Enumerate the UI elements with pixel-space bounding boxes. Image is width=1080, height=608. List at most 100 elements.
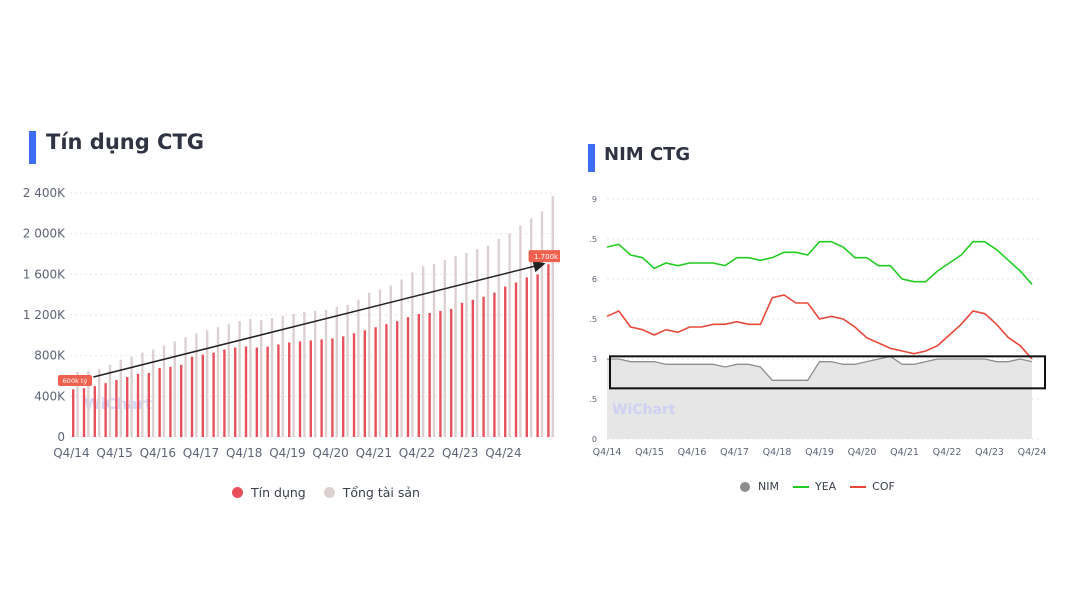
credit-bar	[104, 383, 107, 437]
total-assets-bar	[378, 289, 382, 437]
total-assets-bar	[357, 299, 360, 437]
left-watermark: WiChart	[84, 395, 152, 413]
credit-bar	[82, 388, 86, 437]
total-assets-bar	[281, 316, 284, 437]
total-assets-bar	[389, 285, 392, 437]
credit-bar	[417, 313, 420, 437]
credit-bar	[439, 310, 442, 437]
right-x-tick-label: Q4/22	[933, 447, 962, 458]
total-assets-bar	[130, 356, 133, 437]
annotation-end-label: 1.700k tỷ	[534, 252, 560, 261]
total-assets-bar	[497, 238, 500, 437]
total-assets-bar	[400, 279, 403, 437]
credit-bar	[136, 373, 140, 437]
total-assets-bar	[249, 319, 252, 437]
credit-bar	[493, 292, 496, 437]
total-assets-bar	[443, 260, 446, 437]
left-chart-title: Tín dụng CTG	[46, 130, 205, 154]
right-title-accent	[588, 144, 595, 172]
credit-bar	[514, 282, 518, 437]
credit-bar	[190, 356, 194, 437]
right-chart-title: NIM CTG	[604, 144, 691, 165]
legend-dot-tin-dung	[232, 487, 243, 498]
credit-bar	[482, 296, 485, 437]
right-x-tick-label: Q4/24	[1018, 447, 1047, 458]
total-assets-bar	[292, 313, 295, 437]
credit-bar	[93, 386, 96, 437]
total-assets-bar	[270, 318, 274, 437]
left-x-tick-label: Q4/18	[226, 446, 262, 460]
credit-bar	[525, 277, 528, 437]
cof-line	[606, 294, 1033, 360]
total-assets-bar	[108, 364, 112, 437]
total-assets-bar	[508, 233, 511, 437]
credit-bar	[342, 336, 345, 437]
legend-label-nim: NIM	[758, 480, 779, 493]
legend-swatch-cof	[850, 485, 867, 488]
credit-bar	[460, 302, 464, 437]
credit-bar	[374, 327, 377, 437]
total-assets-bar	[216, 327, 220, 437]
credit-bar	[396, 321, 399, 437]
legend-label-cof: COF	[872, 480, 895, 493]
credit-bar	[428, 312, 431, 437]
credit-bar-chart: 0 400K 800K 1 200K 1 600K 2 000K 2 400K WiChart…	[23, 186, 560, 460]
total-assets-bar	[87, 370, 90, 437]
credit-bar	[244, 346, 248, 437]
total-assets-bar	[432, 264, 436, 437]
annotation-start-badge	[58, 375, 92, 387]
total-assets-bar	[184, 337, 187, 437]
total-assets-bar	[76, 371, 79, 437]
credit-bar	[115, 380, 118, 437]
total-assets-bar	[119, 359, 122, 437]
left-x-tick-label: Q4/16	[140, 446, 176, 460]
credit-bar	[450, 308, 453, 437]
right-x-tick-label: Q4/15	[635, 447, 664, 458]
credit-bar	[309, 340, 312, 437]
total-assets-bar	[227, 324, 230, 437]
right-y-tick-label: 3	[592, 355, 597, 364]
credit-bar	[385, 324, 388, 437]
total-assets-bar	[260, 320, 263, 437]
credit-bar	[255, 347, 258, 437]
legend-dot-tong-tai-san	[323, 487, 335, 498]
total-assets-bar	[162, 345, 166, 437]
total-assets-bar	[238, 321, 241, 437]
right-legend: NIM YEA COF	[740, 480, 913, 493]
credit-bar	[277, 344, 280, 437]
legend-item-tin-dung[interactable]: Tín dụng	[232, 485, 306, 500]
right-x-tick-label: Q4/21	[890, 447, 919, 458]
total-assets-bar	[465, 252, 468, 437]
right-watermark: WiChart	[612, 402, 676, 418]
right-y-tick-label: 0	[592, 435, 597, 444]
legend-swatch-yea	[792, 485, 809, 488]
legend-item-nim[interactable]: NIM	[740, 480, 779, 493]
credit-bar	[331, 338, 334, 437]
total-assets-bar	[346, 304, 349, 437]
total-assets-bar	[324, 309, 328, 437]
credit-bar	[212, 352, 215, 437]
right-x-tick-label: Q4/23	[975, 447, 1004, 458]
legend-item-tong-tai-san[interactable]: Tổng tài sản	[323, 485, 420, 500]
credit-bar	[298, 341, 302, 437]
left-title-accent	[29, 131, 36, 164]
right-x-tick-label: Q4/19	[805, 447, 834, 458]
credit-bar	[504, 286, 507, 437]
left-y-tick-label: 1 600K	[23, 267, 66, 281]
nim-line	[607, 355, 1033, 381]
left-x-tick-label: Q4/15	[96, 446, 132, 460]
left-x-tick-label: Q4/14	[53, 446, 89, 460]
credit-bar	[169, 366, 172, 437]
left-y-tick-label: 800K	[34, 349, 66, 363]
legend-label-tong-tai-san: Tổng tài sản	[342, 485, 420, 500]
credit-bar	[147, 372, 150, 437]
legend-item-cof[interactable]: COF	[850, 480, 895, 493]
total-assets-bar	[314, 310, 317, 437]
legend-item-yea[interactable]: YEA	[792, 480, 836, 493]
total-assets-bar	[476, 248, 479, 437]
left-x-tick-label: Q4/22	[399, 446, 435, 460]
annotation-start-label: 600k tỷ	[63, 376, 88, 385]
right-y-tick-label: 6	[592, 275, 597, 284]
credit-bar	[158, 367, 161, 437]
total-assets-bar	[422, 266, 425, 437]
